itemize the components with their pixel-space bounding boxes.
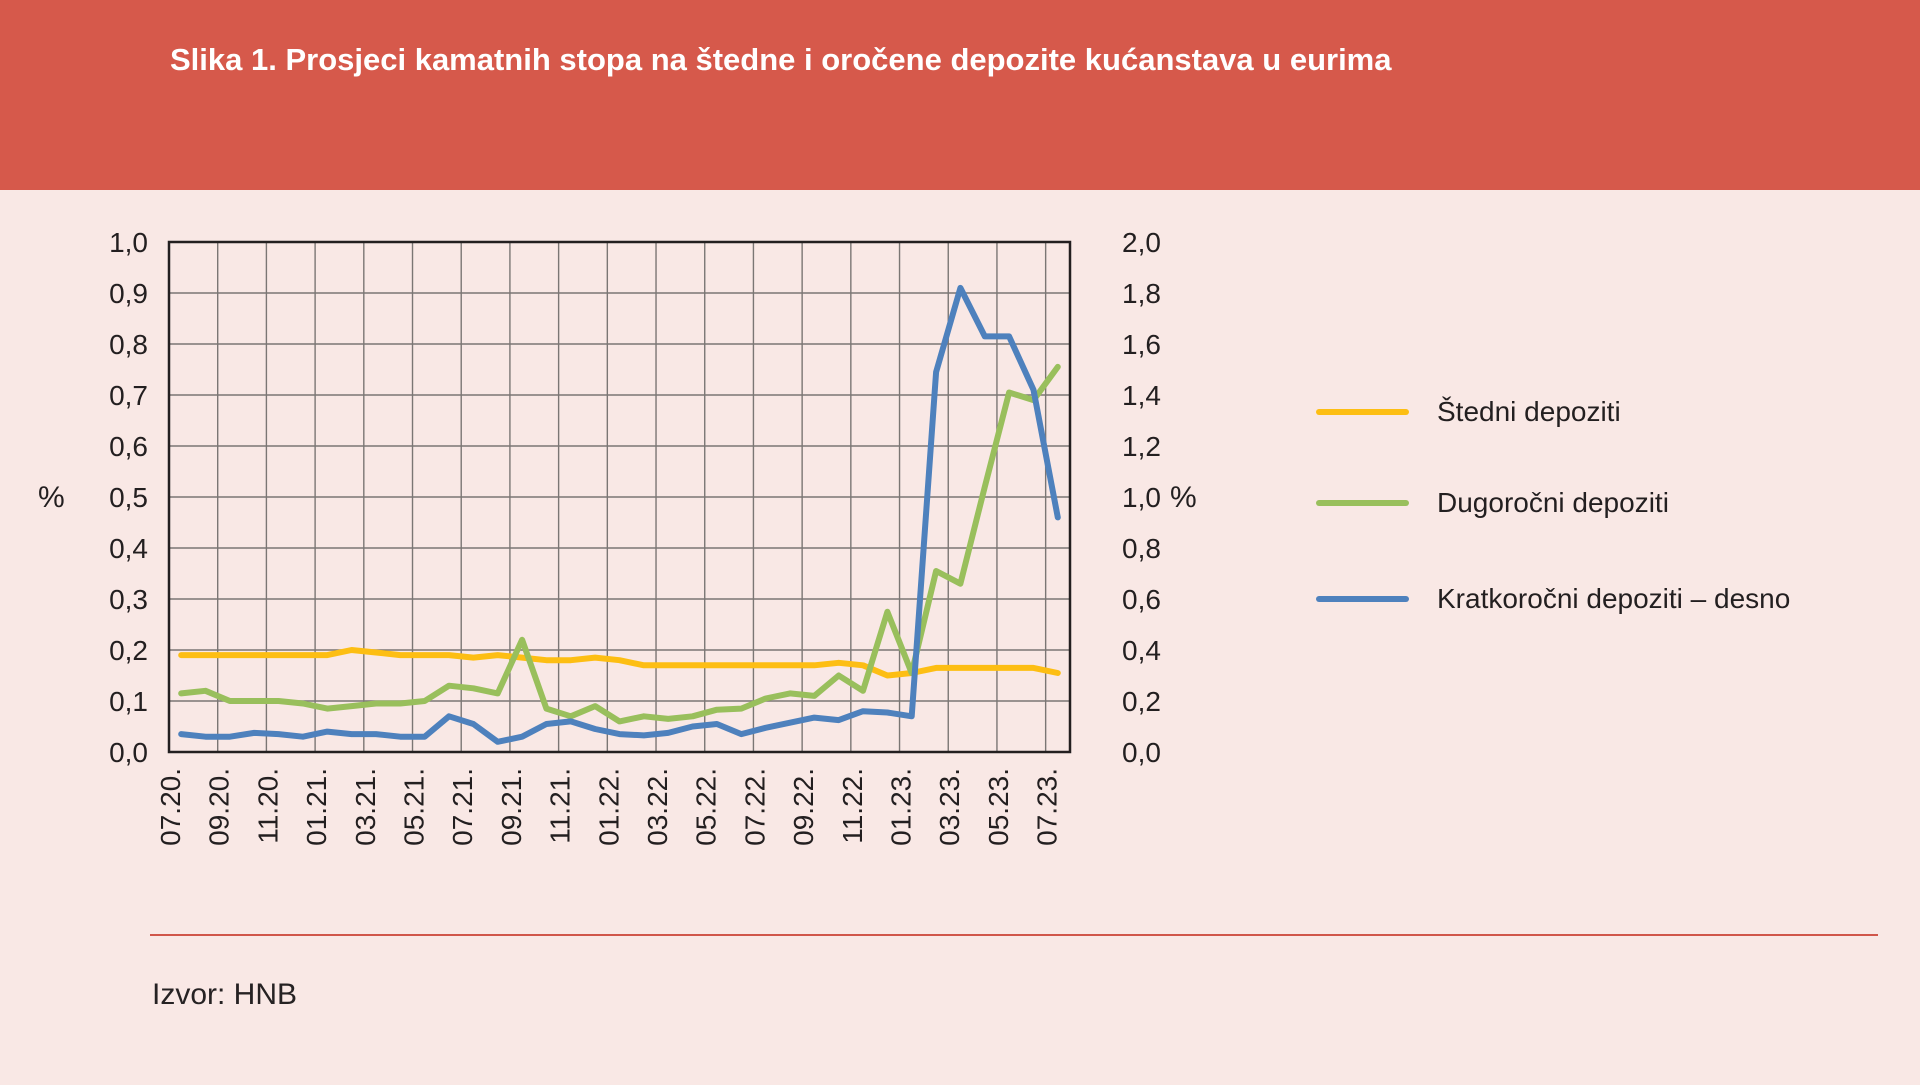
legend-item-kratkorocni: Kratkoročni depoziti – desno xyxy=(1316,583,1790,615)
right-axis-tick-label: 1,2 xyxy=(1122,431,1161,462)
figure-header-band: Slika 1. Prosjeci kamatnih stopa na šted… xyxy=(0,0,1920,190)
x-axis-tick-label: 01.21. xyxy=(301,768,332,846)
left-axis-tick-label: 0,3 xyxy=(109,584,148,615)
left-axis-tick-label: 0,1 xyxy=(109,686,148,717)
x-axis-tick-label: 11.21. xyxy=(545,768,576,844)
right-axis-tick-label: 2,0 xyxy=(1122,227,1161,258)
left-axis-tick-label: 0,5 xyxy=(109,482,148,513)
x-axis-tick-label: 09.20. xyxy=(204,768,235,846)
left-axis-tick-label: 1,0 xyxy=(109,227,148,258)
left-axis-unit-label: % xyxy=(38,481,65,514)
plot-border xyxy=(167,240,1072,754)
right-axis-tick-label: 0,6 xyxy=(1122,584,1161,615)
left-axis-tick-label: 0,7 xyxy=(109,380,148,411)
right-axis-tick-label: 0,8 xyxy=(1122,533,1161,564)
series-line-0 xyxy=(178,647,1061,679)
legend-item-dugorocni: Dugoročni depoziti xyxy=(1316,487,1669,519)
x-axis-tick-label: 07.23. xyxy=(1032,768,1063,846)
right-axis-tick-label: 1,6 xyxy=(1122,329,1161,360)
source-text: Izvor: HNB xyxy=(152,978,298,1011)
series-line-1 xyxy=(178,363,1061,725)
x-axis-tick-label: 03.23. xyxy=(934,768,965,846)
x-axis-tick-label: 09.22. xyxy=(788,768,819,846)
left-axis-tick-label: 0,9 xyxy=(109,278,148,309)
x-axis-tick-label: 07.22. xyxy=(739,768,770,846)
right-axis-tick-label: 1,0 xyxy=(1122,482,1161,513)
x-axis-tick-label: 05.22. xyxy=(691,768,722,846)
figure-title: Slika 1. Prosjeci kamatnih stopa na šted… xyxy=(170,42,1392,77)
x-axis-tick-label: 09.21. xyxy=(496,768,527,846)
right-axis-unit-label: % xyxy=(1170,481,1197,514)
legend-label-dugorocni: Dugoročni depoziti xyxy=(1437,487,1669,518)
right-axis-tick-label: 0,4 xyxy=(1122,635,1161,666)
legend-label-stedni: Štedni depoziti xyxy=(1437,396,1621,427)
left-axis-tick-label: 0,8 xyxy=(109,329,148,360)
right-axis-tick-label: 1,8 xyxy=(1122,278,1161,309)
legend-swatch-dugorocni xyxy=(1316,500,1409,506)
source-divider xyxy=(150,934,1878,936)
chart-canvas: 1,0 0,9 0,8 0,7 0,6 0,5 0,4 0,3 0,2 0,1 0,0 2,0 1,8 1… xyxy=(38,227,1197,846)
legend-swatch-kratkorocni xyxy=(1316,596,1409,602)
left-axis-tick-label: 0,0 xyxy=(109,737,148,768)
legend-item-stedni: Štedni depoziti xyxy=(1316,396,1621,428)
x-axis-tick-label: 05.21. xyxy=(399,768,430,846)
legend-swatch-stedni xyxy=(1316,409,1409,415)
series-line-2 xyxy=(178,284,1061,745)
x-axis-tick-label: 07.21. xyxy=(447,768,478,846)
x-axis-tick-label: 11.20. xyxy=(252,768,283,844)
right-axis-tick-label: 1,4 xyxy=(1122,380,1161,411)
x-axis-tick-label: 01.23. xyxy=(886,768,917,846)
x-axis-tick-label: 01.22. xyxy=(593,768,624,846)
left-axis-tick-label: 0,6 xyxy=(109,431,148,462)
left-axis-tick-label: 0,2 xyxy=(109,635,148,666)
x-axis-tick-label: 03.21. xyxy=(350,768,381,846)
legend-label-kratkorocni: Kratkoročni depoziti – desno xyxy=(1437,583,1791,614)
left-axis-tick-label: 0,4 xyxy=(109,533,148,564)
chart-area: 1,0 0,9 0,8 0,7 0,6 0,5 0,4 0,3 0,2 0,1 0,0 2,0 1,8 1… xyxy=(38,227,1197,846)
x-axis-tick-label: 03.22. xyxy=(642,768,673,846)
right-axis-tick-label: 0,0 xyxy=(1122,737,1161,768)
x-axis-tick-label: 11.22. xyxy=(837,768,868,844)
x-axis-tick-label: 07.20. xyxy=(155,768,186,846)
x-axis-tick-label: 05.23. xyxy=(983,768,1014,846)
right-axis-tick-label: 0,2 xyxy=(1122,686,1161,717)
